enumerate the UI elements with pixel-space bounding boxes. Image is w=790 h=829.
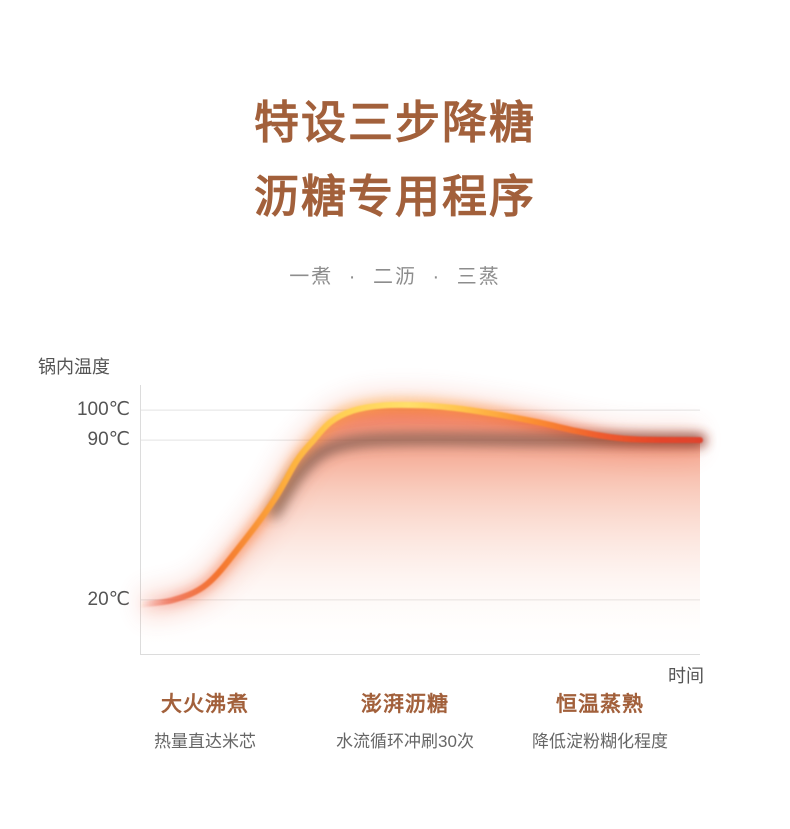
- y-tick-90: 90℃: [87, 429, 130, 451]
- stage-steam: 恒温蒸熟 降低淀粉糊化程度: [532, 688, 668, 752]
- y-tick-100: 100℃: [76, 399, 130, 421]
- stage-steam-title: 恒温蒸熟: [556, 693, 644, 716]
- temperature-curve-plot: [133, 385, 707, 655]
- x-axis-label: 时间: [668, 666, 704, 686]
- stage-drain-desc: 水流循环冲刷30次: [336, 732, 474, 751]
- stage-drain: 澎湃沥糖 水流循环冲刷30次: [336, 688, 474, 752]
- stage-boil: 大火沸煮 热量直达米芯: [154, 688, 256, 752]
- y-tick-20: 20℃: [87, 588, 130, 610]
- page-title: 特设三步降糖 沥糖专用程序: [0, 86, 790, 234]
- page-header: 特设三步降糖 沥糖专用程序 一煮 · 二沥 · 三蒸: [0, 86, 790, 289]
- stage-steam-desc: 降低淀粉糊化程度: [532, 732, 668, 751]
- subtitle-steps: 一煮 · 二沥 · 三蒸: [289, 266, 501, 288]
- curve-area-fill: [140, 404, 700, 655]
- y-axis-label: 锅内温度: [38, 357, 110, 377]
- title-line-1: 特设三步降糖: [253, 97, 536, 148]
- stage-boil-desc: 热量直达米芯: [154, 732, 256, 751]
- temperature-curve-line: [137, 401, 703, 608]
- stage-drain-title: 澎湃沥糖: [360, 693, 449, 716]
- curve-dark-shadow: [269, 434, 705, 519]
- stage-boil-title: 大火沸煮: [161, 693, 249, 716]
- title-line-2: 沥糖专用程序: [253, 171, 536, 222]
